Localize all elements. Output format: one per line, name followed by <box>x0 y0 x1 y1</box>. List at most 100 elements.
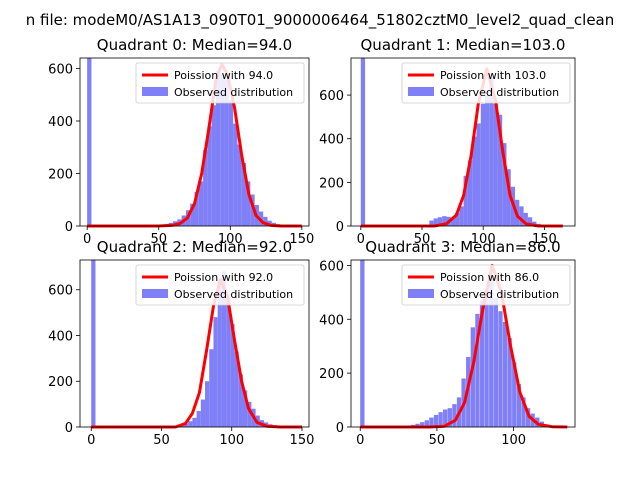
legend: Poission with 86.0 Observed distribution <box>401 264 571 306</box>
y-tick-label: 200 <box>319 176 344 191</box>
legend: Poission with 94.0 Observed distribution <box>135 62 305 104</box>
x-tick-label: 150 <box>532 232 557 247</box>
x-tick-label: 100 <box>501 433 526 448</box>
legend-label-poisson: Poission with 86.0 <box>440 271 539 284</box>
y-tick-label: 200 <box>319 367 344 382</box>
x-tick-label: 100 <box>218 232 243 247</box>
x-tick-label: 50 <box>414 232 431 247</box>
legend-bar-swatch <box>408 87 434 96</box>
histogram-bar <box>209 349 214 427</box>
x-tick-label: 0 <box>356 433 364 448</box>
y-tick-label: 400 <box>319 133 344 148</box>
histogram-bar <box>525 408 531 427</box>
histogram-bar <box>233 123 238 226</box>
histogram-bar <box>512 362 517 427</box>
histogram-bar <box>360 260 365 427</box>
histogram-bar <box>472 136 477 226</box>
x-tick-label: 50 <box>429 433 446 448</box>
legend-bar-swatch <box>408 289 434 298</box>
axes-frame <box>350 57 576 227</box>
x-tick-label: 150 <box>289 232 314 247</box>
histogram-bar <box>429 417 434 427</box>
histogram-bar <box>87 58 92 226</box>
histogram-bars <box>91 260 298 427</box>
histogram-bar <box>230 324 235 427</box>
histogram-bar <box>476 123 481 226</box>
histogram-bar <box>519 206 524 226</box>
histogram-bar <box>493 297 498 427</box>
histogram-bar <box>443 409 448 427</box>
axes-frame <box>79 57 310 227</box>
legend-label-poisson: Poission with 92.0 <box>174 271 273 284</box>
subplot-title: Quadrant 0: Median=94.0 <box>97 36 292 54</box>
y-tick-label: 0 <box>336 220 344 235</box>
y-tick-label: 400 <box>319 313 344 328</box>
x-tick-label: 50 <box>150 232 167 247</box>
histogram-bar <box>475 313 480 427</box>
histogram-bar <box>516 383 521 427</box>
histogram-bar <box>502 321 508 427</box>
histogram-bar <box>226 298 231 427</box>
histogram-bars <box>87 58 298 226</box>
histogram-bar <box>521 397 526 427</box>
histogram-bar <box>450 218 456 226</box>
histogram-bar <box>484 289 489 427</box>
histogram-bar <box>424 420 429 427</box>
histogram-bar <box>247 401 252 427</box>
y-tick-label: 600 <box>319 89 344 104</box>
subplot-2: 0 50 100 150 0 200 400 600 Quadrant 2: Median=92… <box>48 238 314 448</box>
histogram-bar <box>523 212 528 226</box>
histogram-bar <box>429 220 434 226</box>
axes-frame <box>79 259 310 428</box>
legend-label-poisson: Poission with 94.0 <box>174 69 273 82</box>
histogram-bar <box>250 194 255 226</box>
legend-box <box>135 264 305 306</box>
legend-label-poisson: Poission with 103.0 <box>440 69 546 82</box>
legend-bar-swatch <box>142 87 168 96</box>
legend-box <box>401 264 571 306</box>
histogram-bar <box>217 280 222 427</box>
legend: Poission with 103.0 Observed distribution <box>401 62 571 104</box>
histogram-bar <box>438 412 443 427</box>
histogram-bar <box>237 144 242 226</box>
histogram-bar <box>437 217 443 226</box>
y-tick-label: 600 <box>48 284 73 299</box>
legend-label-observed: Observed distribution <box>174 288 293 301</box>
histogram-bar <box>211 105 216 226</box>
histogram-bar <box>190 203 195 226</box>
histogram-bar <box>242 390 248 427</box>
histogram-bar <box>188 421 193 427</box>
histogram-bar <box>203 149 208 226</box>
histogram-bar <box>415 423 420 427</box>
histogram-bar <box>198 181 204 226</box>
histogram-bar <box>238 374 243 427</box>
legend-bar-swatch <box>142 289 168 298</box>
legend-label-observed: Observed distribution <box>174 86 293 99</box>
x-tick-label: 0 <box>83 232 91 247</box>
histogram-bar <box>213 317 218 427</box>
histogram-bar <box>360 58 366 226</box>
histogram-bar <box>447 408 452 427</box>
histogram-bar <box>459 206 464 226</box>
histogram-bar <box>224 79 229 226</box>
histogram-bar <box>420 422 425 427</box>
histogram-bar <box>507 338 512 427</box>
histogram-bar <box>183 423 189 427</box>
histogram-bar <box>493 103 498 226</box>
histogram-bar <box>194 191 199 226</box>
axes-frame <box>350 259 576 428</box>
x-tick-label: 150 <box>290 433 315 448</box>
x-tick-label: 100 <box>471 232 496 247</box>
histogram-bar <box>263 216 268 226</box>
histogram-bar <box>241 163 247 226</box>
y-tick-label: 0 <box>65 421 73 436</box>
legend-label-observed: Observed distribution <box>440 86 559 99</box>
histogram-bar <box>215 71 221 226</box>
histogram-bar <box>479 300 485 427</box>
y-tick-label: 400 <box>48 329 73 344</box>
y-tick-label: 400 <box>48 115 73 130</box>
legend-box <box>401 62 571 104</box>
histogram-bar <box>498 311 503 427</box>
y-tick-label: 600 <box>319 259 344 274</box>
